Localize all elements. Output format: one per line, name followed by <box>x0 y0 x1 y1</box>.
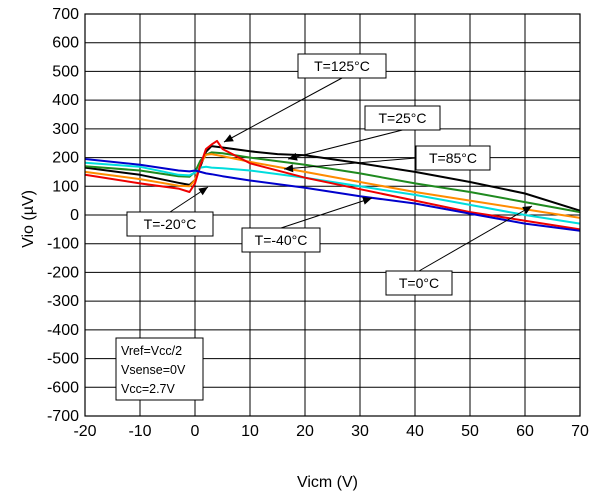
callout: T=0°C <box>385 205 533 296</box>
callout-arrowhead <box>284 164 294 173</box>
series-line <box>84 158 581 232</box>
condition-text: Vcc=2.7V <box>121 382 176 396</box>
condition-text: Vref=Vcc/2 <box>121 344 182 358</box>
y-tick-label: 100 <box>52 178 79 195</box>
y-tick-label: -300 <box>47 293 79 310</box>
y-tick-label: -700 <box>47 408 79 425</box>
x-tick-label: -10 <box>128 423 151 440</box>
callout-leader <box>223 77 343 143</box>
y-tick-label: -500 <box>47 351 79 368</box>
callout-label: T=125°C <box>314 58 370 74</box>
y-tick-label: -600 <box>47 379 79 396</box>
callout: T=85°C <box>283 145 491 173</box>
callout: T=-20°C <box>126 186 214 237</box>
y-tick-label: -400 <box>47 322 79 339</box>
callout-label: T=0°C <box>399 275 439 291</box>
callout-box <box>415 145 491 171</box>
callout-leader <box>283 157 417 170</box>
series-line <box>84 161 581 225</box>
callout-arrowhead <box>522 206 532 214</box>
y-tick-label: -100 <box>47 236 79 253</box>
x-tick-label: 0 <box>191 423 200 440</box>
callout-arrowhead <box>288 152 298 161</box>
callout: T=-40°C <box>241 197 373 253</box>
series-line <box>84 139 581 231</box>
y-tick-label: -200 <box>47 264 79 281</box>
callout-arrowhead <box>362 197 372 205</box>
series-line <box>84 153 581 219</box>
x-tick-label: 70 <box>571 423 589 440</box>
callout-box <box>385 270 453 296</box>
x-tick-label: 10 <box>241 423 259 440</box>
y-ticks: 700 600 500 400 300 200 100 0 -100 -200 -300 -400 -5… <box>47 6 79 425</box>
y-axis-label: Vio (µV) <box>20 190 37 248</box>
series-lines <box>84 139 581 232</box>
x-tick-label: -20 <box>73 423 96 440</box>
callout-box <box>297 53 387 79</box>
x-tick-label: 40 <box>406 423 424 440</box>
x-ticks: -20 -10 0 10 20 30 40 50 60 70 <box>73 423 589 440</box>
callouts: T=125°C T=25°C T=85°C T=-20°C T=-40°C T=0°C <box>126 53 533 296</box>
callout-label: T=25°C <box>378 110 426 126</box>
conditions-box: Vref=Vcc/2 Vsense=0V Vcc=2.7V <box>115 337 204 401</box>
callout-box <box>126 211 214 237</box>
callout: T=125°C <box>223 53 387 143</box>
grid <box>85 14 580 416</box>
plot-frame <box>84 13 581 417</box>
y-tick-label: 400 <box>52 92 79 109</box>
y-tick-label: 600 <box>52 35 79 52</box>
callout-leader <box>280 197 373 229</box>
callout-label: T=-40°C <box>255 232 308 248</box>
y-tick-label: 0 <box>70 207 79 224</box>
callout-box <box>241 227 321 253</box>
callout-label: T=-20°C <box>144 216 197 232</box>
x-tick-label: 30 <box>351 423 369 440</box>
y-tick-label: 500 <box>52 63 79 80</box>
callout-leader <box>418 205 533 272</box>
condition-text: Vsense=0V <box>121 363 186 377</box>
x-tick-label: 50 <box>461 423 479 440</box>
callout-arrowhead <box>224 134 234 142</box>
conditions-frame <box>115 337 204 401</box>
callout-arrowhead <box>198 187 208 196</box>
y-tick-label: 700 <box>52 6 79 23</box>
x-axis-label: Vicm (V) <box>297 474 358 491</box>
x-tick-label: 20 <box>296 423 314 440</box>
series-line <box>84 151 581 214</box>
callout-leader <box>287 129 403 160</box>
series-line <box>84 145 581 212</box>
y-tick-label: 200 <box>52 150 79 167</box>
callout-label: T=85°C <box>429 150 477 166</box>
callout: T=25°C <box>287 105 441 161</box>
callout-box <box>364 105 441 131</box>
y-tick-label: 300 <box>52 121 79 138</box>
x-tick-label: 60 <box>516 423 534 440</box>
